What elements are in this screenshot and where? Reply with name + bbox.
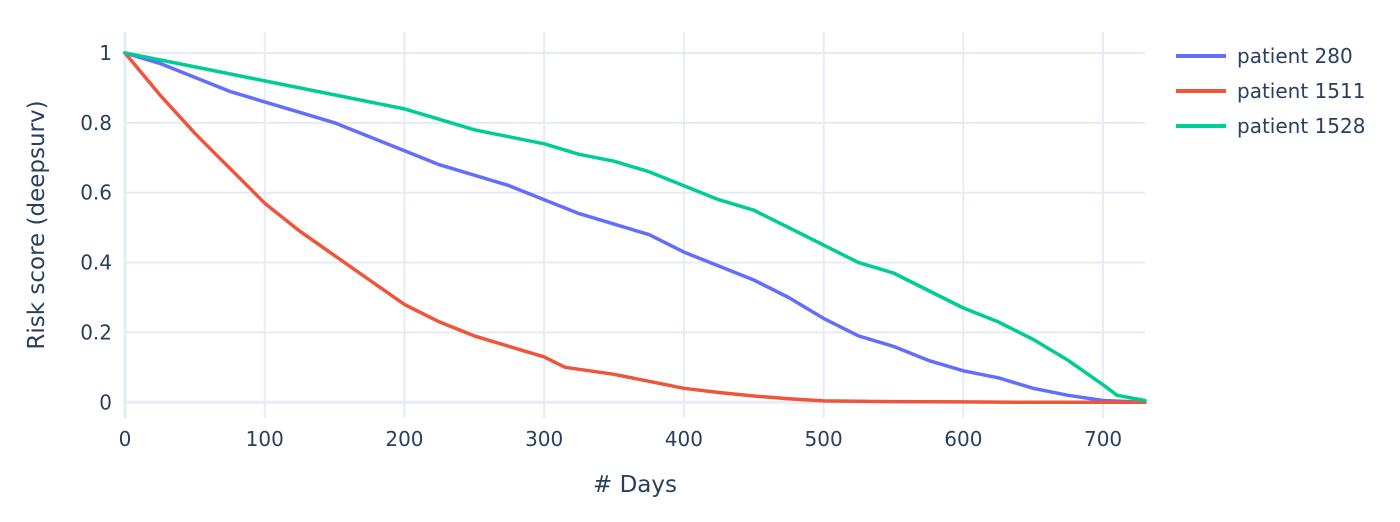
- series-lines: [123, 51, 1147, 405]
- legend-label: patient 280: [1237, 44, 1353, 68]
- grid: [123, 32, 1145, 418]
- x-tick-label: 200: [385, 427, 423, 451]
- y-tick-label: 0.8: [80, 111, 112, 135]
- series-line-patient-280: [123, 51, 1147, 405]
- series-line-patient-1511: [123, 51, 1147, 405]
- y-tick-label: 0.6: [80, 181, 112, 205]
- x-tick-label: 100: [246, 427, 284, 451]
- y-axis-ticks: 0 0.2 0.4 0.6 0.8 1: [80, 41, 112, 414]
- series-line-patient-1528: [123, 51, 1147, 403]
- x-tick-label: 400: [665, 427, 703, 451]
- x-tick-label: 500: [805, 427, 843, 451]
- y-tick-label: 0.4: [80, 251, 112, 275]
- legend-item-patient-1511[interactable]: patient 1511: [1176, 79, 1365, 103]
- y-tick-label: 1: [99, 41, 112, 65]
- x-axis-title: # Days: [593, 472, 677, 498]
- legend-item-patient-1528[interactable]: patient 1528: [1176, 114, 1365, 138]
- x-tick-label: 600: [944, 427, 982, 451]
- x-tick-label: 300: [525, 427, 563, 451]
- y-axis-title: Risk score (deepsurv): [24, 100, 50, 349]
- legend-item-patient-280[interactable]: patient 280: [1176, 44, 1353, 68]
- y-tick-label: 0: [99, 390, 112, 414]
- x-tick-label: 0: [119, 427, 132, 451]
- x-axis-ticks: 0 100 200 300 400 500 600 700: [119, 427, 1123, 451]
- legend-label: patient 1511: [1237, 79, 1365, 103]
- legend-label: patient 1528: [1237, 114, 1365, 138]
- y-tick-label: 0.2: [80, 320, 112, 344]
- x-tick-label: 700: [1084, 427, 1122, 451]
- legend[interactable]: patient 280 patient 1511 patient 1528: [1176, 44, 1365, 138]
